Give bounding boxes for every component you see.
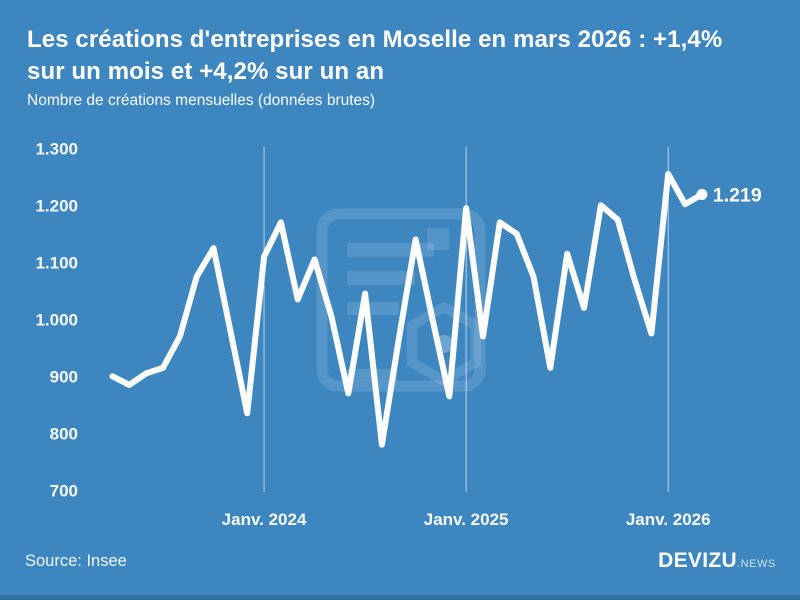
chart-title: Les créations d'entreprises en Moselle e… bbox=[27, 24, 722, 88]
last-value-label: 1.219 bbox=[713, 185, 762, 207]
brand-name: DEVIZU bbox=[658, 549, 737, 572]
y-tick-label: 700 bbox=[50, 481, 78, 500]
y-axis-labels: 1.300 1.200 1.100 1.000 900 800 700 bbox=[35, 139, 78, 500]
last-point-marker bbox=[696, 189, 708, 200]
chart-title-line1: Les créations d'entreprises en Moselle e… bbox=[27, 26, 723, 53]
bottom-accent-strip bbox=[0, 595, 800, 600]
chart-title-line2: sur un mois et +4,2% sur un an bbox=[27, 58, 385, 85]
y-tick-label: 1.200 bbox=[35, 196, 78, 215]
y-tick-label: 800 bbox=[50, 424, 78, 443]
y-tick-label: 1.000 bbox=[35, 310, 78, 329]
trend-line bbox=[109, 171, 705, 448]
x-axis-labels: Janv. 2024 Janv. 2025 Janv. 2026 bbox=[222, 510, 711, 529]
y-tick-label: 1.300 bbox=[35, 139, 78, 158]
brand-suffix: .NEWS bbox=[736, 558, 776, 570]
y-tick-label: 1.100 bbox=[35, 253, 78, 272]
year-gridlines bbox=[263, 147, 669, 492]
x-tick-label: Janv. 2026 bbox=[626, 510, 711, 529]
x-tick-label: Janv. 2025 bbox=[424, 510, 509, 529]
y-tick-label: 900 bbox=[50, 367, 78, 386]
chart-subtitle: Nombre de créations mensuelles (données … bbox=[27, 92, 376, 109]
x-tick-label: Janv. 2024 bbox=[222, 510, 307, 529]
source-note: Source: Insee bbox=[25, 552, 127, 570]
brand-logo: DEVIZU .NEWS bbox=[658, 549, 776, 573]
